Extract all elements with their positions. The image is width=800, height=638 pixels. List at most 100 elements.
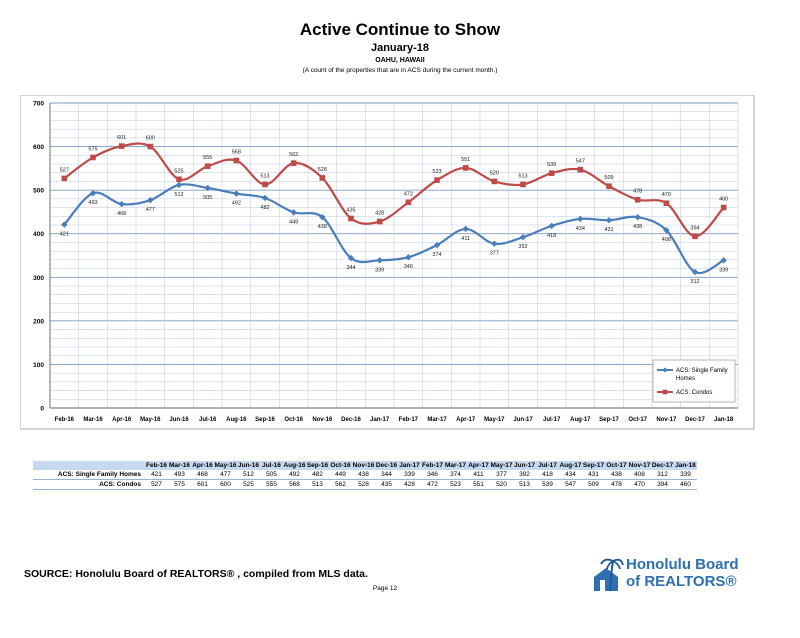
data-label: 555 [203, 155, 212, 161]
table-cell: 421 [145, 470, 168, 480]
organization-logo: Honolulu Board of REALTORS® [592, 555, 752, 595]
x-axis: Feb-16 Mar-16 Apr-16 May-16 Jun-16 Jul-16 Aug-… [55, 417, 734, 423]
table-cell: 438 [352, 470, 375, 480]
y-tick-label: 600 [33, 144, 44, 151]
table-corner-cell [33, 461, 145, 470]
table-header-cell: Apr-16 [191, 461, 214, 470]
data-point [577, 166, 584, 173]
table-header-cell: Jul-17 [536, 461, 559, 470]
table-cell: 477 [214, 470, 237, 480]
table-cell: 493 [168, 470, 191, 480]
data-label: 562 [289, 152, 298, 158]
data-point [605, 217, 613, 224]
x-tick-label: Aug-16 [226, 417, 247, 423]
table-cell: 525 [237, 479, 260, 490]
data-point [347, 254, 355, 262]
table-header-cell: Jun-17 [513, 461, 536, 470]
table-cell: 428 [398, 479, 421, 490]
data-point [376, 218, 383, 225]
y-tick-label: 400 [33, 231, 44, 238]
x-tick-label: Jul-17 [543, 417, 561, 423]
table-cell: 435 [375, 479, 398, 490]
table-cell: 513 [513, 479, 536, 490]
data-label: 509 [604, 175, 613, 181]
table-cell: 470 [628, 479, 651, 490]
page-title: Active Continue to Show [299, 20, 501, 39]
table-cell: 505 [260, 470, 283, 480]
table-header-cell: Jan-18 [674, 461, 697, 470]
table-cell: 568 [283, 479, 306, 490]
data-point [61, 175, 68, 182]
table-header-cell: Feb-16 [145, 461, 168, 470]
data-point [290, 160, 297, 166]
data-label: 513 [260, 173, 269, 179]
table-cell: 600 [214, 479, 237, 490]
logo-text-line1: Honolulu Board [626, 556, 739, 573]
data-table: Feb-16 Mar-16 Apr-16 May-16 Jun-16 Jul-16 Aug-… [33, 461, 697, 490]
data-point [519, 234, 527, 241]
table-cell: 575 [168, 479, 191, 490]
y-axis: 0 100 200 300 400 500 600 700 [33, 101, 44, 413]
table-cell: 601 [191, 479, 214, 490]
x-tick-label: Aug-17 [570, 417, 591, 423]
data-point [319, 175, 326, 181]
y-tick-label: 200 [33, 318, 44, 325]
logo-text-line2: of REALTORS® [626, 573, 737, 590]
data-label: 339 [719, 267, 728, 273]
data-point [262, 181, 268, 188]
data-label: 505 [203, 195, 212, 201]
data-label: 575 [88, 146, 97, 152]
data-point [204, 163, 211, 169]
chart-legend: ACS: Single Family Homes ACS: Condos [652, 359, 736, 403]
data-point [433, 241, 441, 249]
table-cell: 562 [329, 479, 352, 490]
chart-note: (A count of the properties that are in A… [302, 67, 498, 74]
data-label: 434 [576, 226, 585, 232]
source-note: SOURCE: Honolulu Board of REALTORS® , co… [24, 568, 368, 580]
table-header-cell: Jul-16 [260, 461, 283, 470]
table-cell: 468 [191, 470, 214, 480]
data-label: 512 [174, 192, 183, 198]
data-point [720, 204, 727, 211]
data-point [261, 194, 269, 202]
data-label: 468 [117, 211, 126, 217]
data-point [147, 196, 154, 204]
data-point [61, 221, 68, 228]
data-point [491, 178, 498, 185]
data-label: 523 [432, 169, 441, 175]
data-point [348, 215, 354, 222]
table-header-cell: Jan-17 [398, 461, 421, 470]
data-label: 513 [518, 173, 527, 179]
data-label: 492 [232, 201, 241, 207]
table-cell: 339 [674, 470, 697, 480]
x-tick-label: Feb-16 [55, 417, 75, 423]
data-label: 470 [662, 192, 671, 198]
data-label: 377 [490, 251, 499, 257]
table-cell: 449 [329, 470, 352, 480]
table-header-cell: Feb-17 [421, 461, 444, 470]
table-header-cell: May-17 [490, 461, 513, 470]
data-label: 460 [719, 197, 728, 203]
table-cell: 394 [651, 479, 674, 490]
table-cell: 339 [398, 470, 421, 480]
table-header-cell: Nov-17 [628, 461, 651, 470]
data-label: 438 [633, 224, 642, 230]
y-tick-label: 0 [40, 406, 44, 413]
data-label: 408 [662, 237, 671, 243]
data-label: 520 [490, 170, 499, 176]
data-point [691, 268, 699, 276]
x-tick-label: Sep-17 [599, 417, 619, 423]
table-header-cell: Sep-16 [306, 461, 329, 470]
x-tick-label: Dec-17 [685, 417, 705, 423]
table-row-label: ACS: Single Family Homes [33, 470, 145, 480]
table-cell: 509 [582, 479, 605, 490]
data-label: 435 [346, 207, 355, 213]
x-tick-label: Jun-17 [513, 417, 533, 423]
data-label: 438 [318, 224, 327, 230]
x-tick-label: Jan-18 [714, 417, 734, 423]
table-cell: 513 [306, 479, 329, 490]
x-tick-label: Mar-16 [83, 417, 103, 423]
data-point [405, 199, 412, 206]
data-point [663, 200, 670, 207]
table-header-cell: Mar-17 [444, 461, 467, 470]
